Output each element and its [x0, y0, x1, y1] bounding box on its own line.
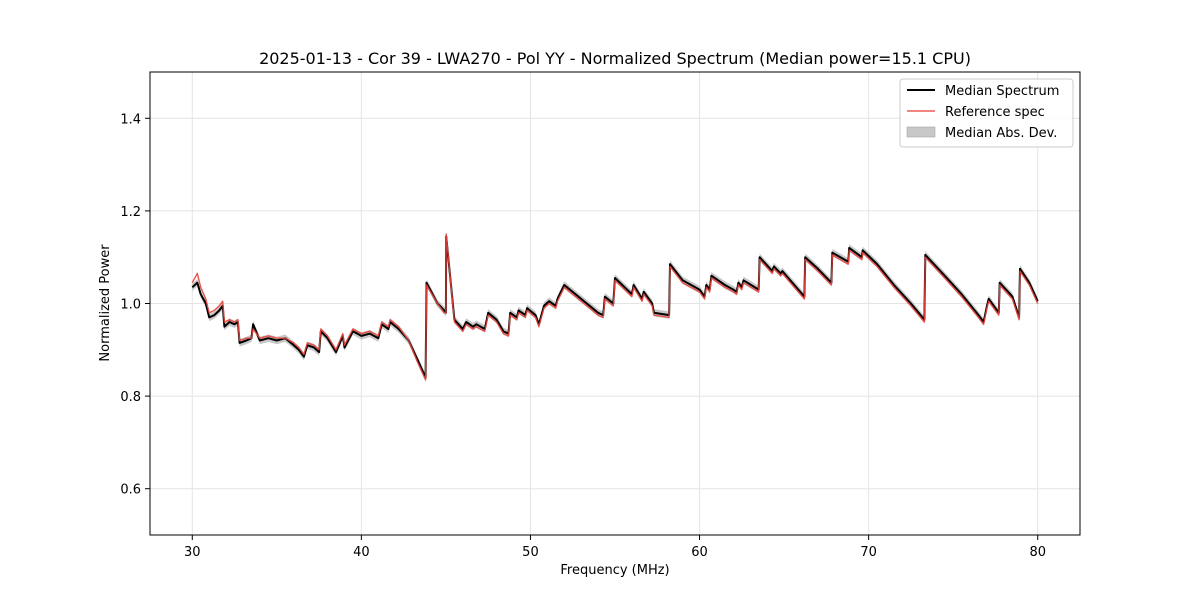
- y-tick-label: 0.8: [120, 390, 141, 405]
- legend-mad-label: Median Abs. Dev.: [945, 126, 1057, 141]
- legend-median-label: Median Spectrum: [945, 84, 1059, 99]
- x-tick-label: 60: [691, 545, 708, 560]
- mad-band-layer: [192, 232, 1038, 382]
- mad-band: [192, 232, 1038, 382]
- legend: Median Spectrum Reference spec Median Ab…: [899, 78, 1074, 148]
- y-axis-label: Normalized Power: [98, 244, 113, 362]
- y-tick-label: 1.4: [120, 112, 141, 127]
- x-tick-label: 50: [522, 545, 539, 560]
- x-tick-label: 30: [184, 545, 201, 560]
- legend-reference-label: Reference spec: [945, 105, 1045, 120]
- x-axis-label: Frequency (MHz): [560, 563, 669, 578]
- series-layer: [191, 233, 1039, 381]
- legend-box: [899, 78, 1074, 148]
- legend-mad-swatch: [906, 126, 936, 138]
- x-axis-ticks: 30 40 50 60 70 80: [184, 535, 1046, 560]
- x-tick-label: 70: [860, 545, 877, 560]
- y-tick-label: 1.2: [120, 205, 141, 220]
- reference-spec-line: [191, 233, 1039, 381]
- chart-title: 2025-01-13 - Cor 39 - LWA270 - Pol YY - …: [259, 49, 971, 68]
- y-tick-label: 0.6: [120, 483, 141, 498]
- y-axis-ticks: 0.6 0.8 1.0 1.2 1.4: [120, 112, 150, 498]
- x-tick-label: 80: [1029, 545, 1046, 560]
- x-tick-label: 40: [353, 545, 370, 560]
- y-tick-label: 1.0: [120, 298, 141, 313]
